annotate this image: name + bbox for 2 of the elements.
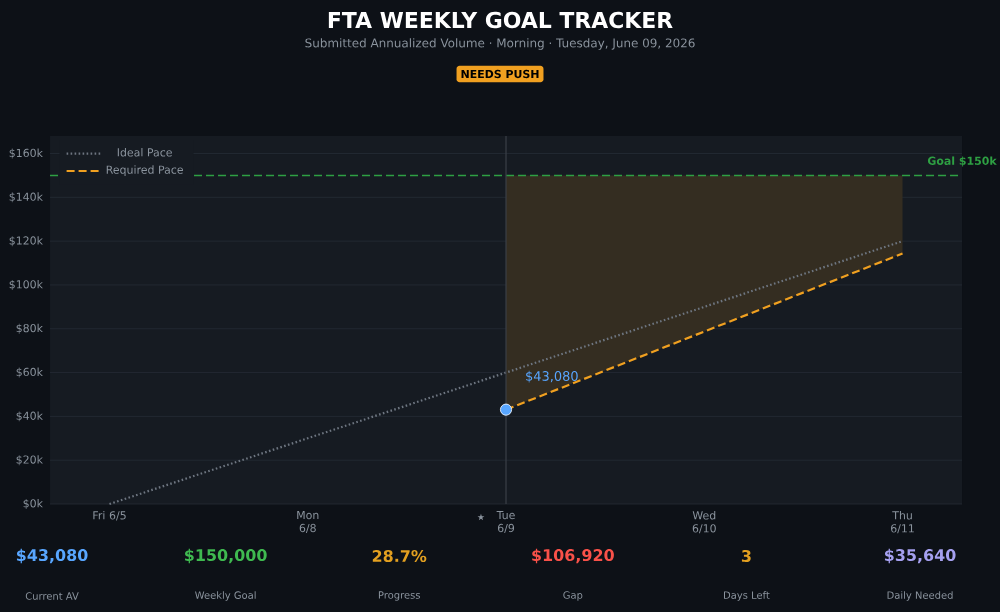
line-series <box>108 240 904 506</box>
chart-title: FTA WEEKLY GOAL TRACKER <box>328 11 673 29</box>
